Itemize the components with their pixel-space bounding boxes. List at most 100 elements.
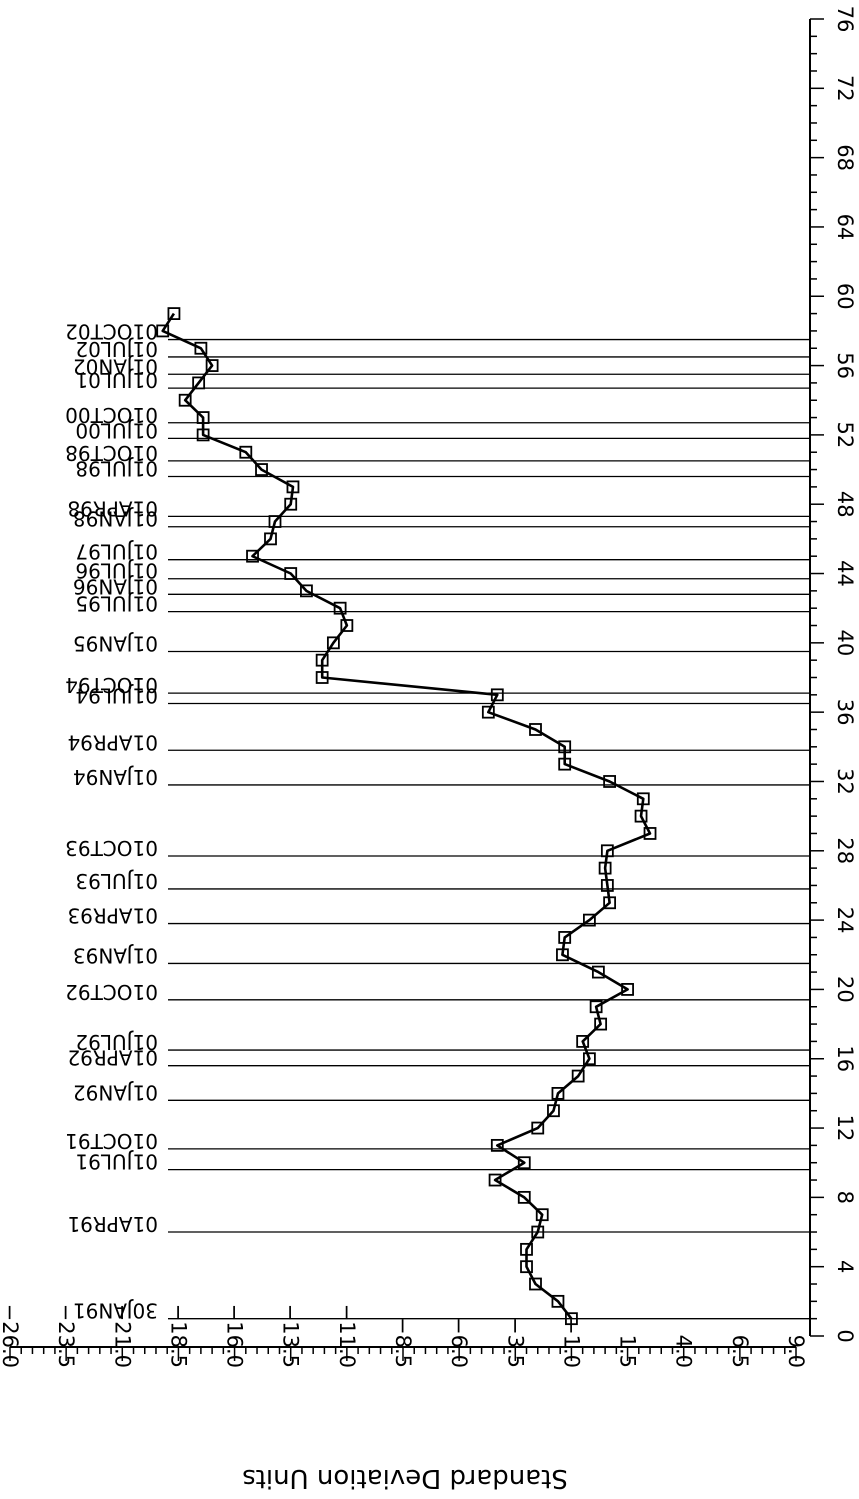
data-point-marker	[255, 463, 268, 476]
x-tick-label: 36	[833, 699, 857, 726]
data-point-marker	[194, 341, 208, 355]
data-point-marker	[333, 601, 347, 615]
data-point-marker	[529, 723, 542, 736]
y-tick-label: 4.0	[672, 1335, 696, 1368]
date-label: 01APR93	[67, 904, 158, 928]
date-label: 01OCT92	[65, 980, 158, 1004]
x-tick-label: 60	[833, 283, 857, 310]
x-tick-label: 28	[833, 837, 857, 864]
data-point-marker	[196, 411, 210, 424]
data-point-marker	[621, 983, 634, 996]
data-point-marker	[490, 1138, 504, 1152]
data-point-marker	[239, 445, 253, 459]
data-point-marker	[598, 861, 612, 875]
y-tick-label: −16.0	[223, 1304, 247, 1368]
date-label: 01OCT00	[65, 403, 158, 427]
date-label: 01JAN92	[73, 1080, 158, 1104]
data-point-marker	[600, 879, 614, 892]
x-tick-label: 24	[833, 907, 857, 934]
date-label: 01APR92	[67, 1046, 158, 1070]
data-point-marker	[286, 480, 300, 494]
y-tick-label: 6.5	[728, 1335, 752, 1368]
data-point-marker	[551, 1294, 565, 1308]
series-line	[161, 312, 652, 1320]
x-tick-label: 40	[833, 629, 857, 656]
data-point-marker	[531, 1121, 545, 1135]
date-label: 01OCT98	[65, 441, 158, 465]
data-point-marker	[535, 1208, 549, 1222]
data-point-marker	[300, 584, 313, 598]
data-point-marker	[192, 376, 206, 390]
data-point-marker	[558, 931, 572, 944]
data-point-marker	[490, 688, 504, 702]
x-tick-label: 44	[833, 560, 857, 587]
date-label: 01JAN94	[73, 765, 158, 789]
data-point-marker	[582, 913, 596, 927]
data-point-marker	[268, 515, 282, 528]
data-point-marker	[481, 705, 495, 719]
y-tick-label: −23.5	[54, 1304, 78, 1368]
chart-labels: Standard Deviation Units 30JAN91 01APR91 01…	[65, 320, 568, 1493]
date-label: 01JUL01	[75, 368, 158, 392]
data-point-marker	[520, 1260, 533, 1274]
data-point-marker	[529, 1277, 542, 1291]
data-point-marker	[488, 1173, 502, 1187]
date-label: 01JAN98	[73, 507, 158, 531]
date-label: 01JUL02	[75, 337, 158, 361]
data-point-marker	[517, 1190, 531, 1204]
chart-axes: 0481216202428323640444852566064687276−26…	[0, 6, 857, 1368]
data-point-marker	[571, 1069, 585, 1083]
y-tick-label: −18.5	[166, 1304, 190, 1368]
x-tick-label: 20	[833, 976, 857, 1003]
data-point-marker	[547, 1104, 560, 1118]
y-tick-label: −8.5	[391, 1317, 415, 1368]
date-label: 01JUL96	[75, 559, 158, 583]
data-point-marker	[264, 532, 277, 546]
x-tick-label: 16	[833, 1045, 857, 1072]
x-tick-label: 76	[833, 6, 857, 33]
date-label: 01APR98	[67, 496, 158, 520]
y-tick-label: −13.5	[279, 1304, 303, 1368]
date-label: 01JUL94	[75, 683, 158, 707]
data-point-marker	[565, 1312, 578, 1326]
data-point-marker	[246, 549, 259, 563]
x-tick-label: 52	[833, 422, 857, 449]
date-label: 01JUL93	[75, 869, 158, 893]
x-tick-label: 8	[833, 1191, 857, 1204]
date-label: 01JAN96	[73, 574, 158, 598]
data-point-marker	[340, 619, 354, 632]
data-point-marker	[531, 1225, 545, 1239]
data-point-marker	[315, 671, 329, 684]
data-point-marker	[603, 775, 617, 788]
date-label: 01JAN93	[73, 943, 158, 967]
data-point-marker	[284, 497, 298, 511]
date-label: 01JUL91	[75, 1150, 158, 1174]
y-tick-label: −6.0	[447, 1317, 471, 1368]
date-label: 01JUL97	[75, 540, 158, 564]
x-tick-label: 64	[833, 214, 857, 241]
data-point-marker	[156, 324, 170, 338]
y-tick-label: −11.0	[335, 1304, 359, 1368]
y-tick-label: −1.0	[559, 1317, 583, 1368]
data-point-marker	[591, 965, 605, 979]
y-tick-label: −26.0	[0, 1304, 22, 1368]
date-label: 30JAN91	[73, 1299, 158, 1323]
date-label: 01OCT91	[65, 1129, 158, 1153]
y-axis-title: Standard Deviation Units	[242, 1463, 568, 1493]
x-tick-label: 48	[833, 491, 857, 518]
data-point-marker	[558, 757, 572, 771]
x-tick-label: 32	[833, 768, 857, 795]
date-label: 01JAN02	[73, 354, 158, 378]
date-label: 01JUL00	[75, 418, 158, 442]
date-label: 01JUL95	[75, 592, 158, 616]
data-series	[156, 307, 657, 1326]
reference-lines	[168, 338, 810, 1320]
data-point-marker	[582, 1052, 596, 1066]
x-tick-label: 68	[833, 144, 857, 171]
data-point-marker	[315, 653, 329, 667]
x-tick-label: 12	[833, 1115, 857, 1142]
date-label: 01JAN95	[73, 632, 158, 656]
date-label: 01JUL98	[75, 456, 158, 480]
data-point-marker	[517, 1156, 531, 1170]
